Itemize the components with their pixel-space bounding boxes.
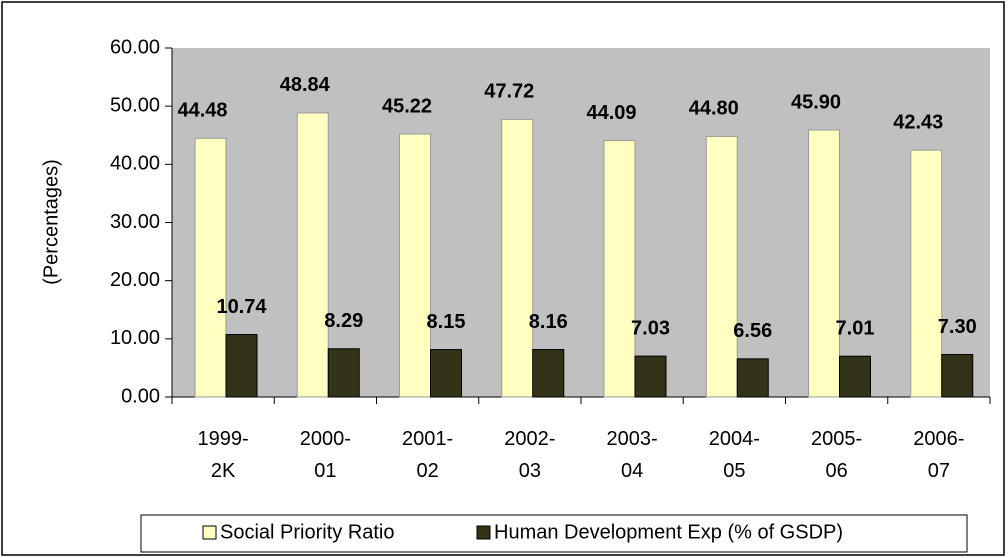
bar: [941, 354, 974, 398]
value-label: 10.74: [216, 296, 267, 318]
value-label: 44.09: [586, 102, 636, 124]
plot-area: [172, 48, 990, 397]
x-tick-label: 1999-2K: [198, 428, 249, 482]
x-tick-label: 2005-06: [811, 428, 862, 482]
bar: [296, 112, 329, 398]
y-tick-label: 30.00: [110, 211, 160, 233]
y-tick-label: 10.00: [110, 327, 160, 349]
bar: [501, 118, 534, 398]
bar: [603, 140, 636, 398]
value-label: 47.72: [484, 81, 534, 103]
bar: [705, 135, 738, 398]
bar: [194, 137, 227, 398]
bar: [225, 334, 258, 398]
value-label: 44.48: [177, 100, 227, 122]
bar: [327, 348, 360, 398]
legend-label: Human Development Exp (% of GSDP): [494, 521, 843, 543]
value-label: 8.16: [529, 311, 568, 333]
y-tick-label: 0.00: [121, 385, 160, 407]
y-axis-label: (Percentages): [40, 159, 62, 285]
x-tick-label: 2004-05: [709, 428, 760, 482]
legend-box: [140, 514, 968, 553]
y-tick-label: 50.00: [110, 94, 160, 116]
x-tick-label: 2002-03: [504, 428, 555, 482]
value-label: 7.30: [938, 316, 977, 338]
bar: [634, 355, 667, 398]
value-label: 6.56: [733, 320, 772, 342]
legend-label: Social Priority Ratio: [220, 521, 395, 543]
value-label: 8.15: [427, 311, 466, 333]
x-tick-label: 2000-01: [300, 428, 351, 482]
bar: [430, 349, 462, 398]
x-tick-label: 2003-04: [607, 428, 658, 482]
legend-swatch: [202, 525, 217, 540]
value-label: 42.43: [893, 111, 943, 133]
value-label: 7.03: [631, 317, 670, 339]
value-label: 45.90: [791, 91, 841, 113]
value-label: 7.01: [836, 318, 875, 340]
value-label: 8.29: [324, 310, 363, 332]
bar: [839, 355, 871, 398]
bar: [910, 149, 943, 398]
bar: [808, 129, 840, 398]
x-tick-label: 2001-02: [402, 428, 453, 482]
value-label: 48.84: [280, 74, 331, 96]
bar: [736, 358, 769, 398]
y-tick-label: 20.00: [110, 269, 160, 291]
bar: [399, 133, 431, 398]
y-tick-label: 40.00: [110, 153, 160, 175]
value-label: 44.80: [689, 98, 739, 120]
legend-swatch: [476, 525, 491, 540]
x-tick-label: 2006-07: [913, 428, 964, 482]
value-label: 45.22: [382, 95, 432, 117]
y-tick-label: 60.00: [110, 36, 160, 58]
bar: [532, 349, 565, 398]
